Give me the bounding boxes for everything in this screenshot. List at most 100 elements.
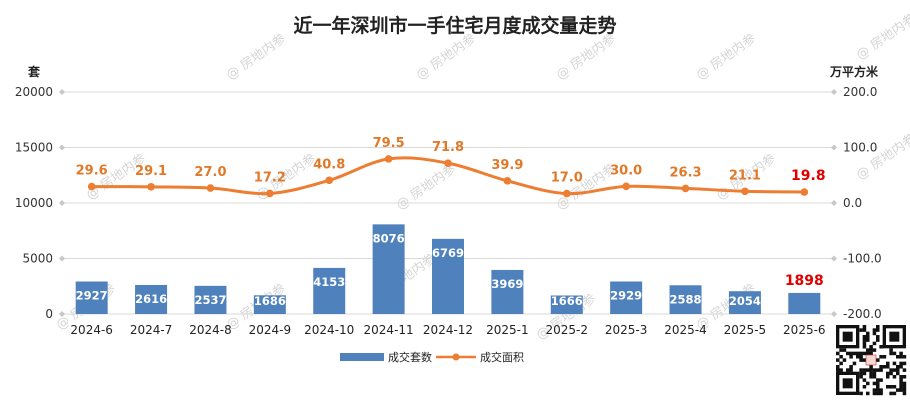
qr-module: [886, 365, 890, 369]
bar-data-label: 1686: [254, 294, 286, 308]
bar: [194, 285, 227, 314]
line-series: 29.6 29.1 27.0 17.2 40.8 79.5 71.8 39.9 17.0 30.0…: [76, 136, 826, 198]
qr-module: [886, 375, 890, 379]
line-data-label: 17.0: [551, 171, 583, 186]
qr-module: [902, 388, 907, 392]
line-data-label: 21.1: [729, 168, 761, 183]
qr-module: [876, 388, 880, 392]
qr-module: [876, 338, 880, 342]
qr-module: [866, 338, 870, 342]
qr-module: [842, 348, 847, 352]
qr-module: [862, 325, 867, 329]
line-point: [266, 189, 274, 198]
bar: [669, 285, 702, 314]
bar: [253, 295, 286, 314]
x-tick-label: 2025-2: [546, 323, 589, 337]
line-data-label: 27.0: [194, 165, 226, 180]
qr-module: [889, 371, 893, 376]
bar-data-label: 4153: [313, 275, 345, 289]
qr-module: [892, 391, 897, 396]
qr-module: [859, 358, 863, 362]
qr-module: [879, 365, 883, 369]
qr-module: [899, 351, 903, 356]
bar: [788, 292, 821, 314]
grid-diamond-left: [59, 89, 65, 95]
bar-data-label: 3969: [491, 277, 523, 291]
grid-diamond-left: [59, 255, 65, 262]
bar-data-label: 1666: [551, 294, 583, 308]
qr-module: [892, 385, 897, 389]
qr-module: [836, 358, 840, 362]
bar-data-label: 8076: [373, 231, 405, 245]
x-tick-label: 2024-8: [189, 323, 232, 337]
line-point: [741, 187, 749, 196]
line-data-label: 79.5: [373, 136, 405, 151]
watermark-text: @ 房地内参: [853, 11, 910, 64]
bar-data-label: 6769: [432, 246, 464, 260]
qr-module: [839, 368, 843, 372]
bar-data-label: 2054: [729, 294, 761, 308]
qr-module: [902, 391, 907, 396]
x-tick-label: 2025-3: [605, 323, 648, 337]
qr-module: [902, 385, 907, 389]
qr-module: [862, 378, 867, 382]
qr-module: [869, 371, 873, 376]
line-point: [325, 176, 334, 185]
right-tick-label: -200.0: [843, 307, 882, 321]
line-point: [503, 177, 512, 185]
qr-module: [839, 361, 843, 366]
qr-module: [869, 365, 873, 369]
watermark-text: @ 房地内参: [693, 31, 759, 84]
qr-module: [859, 375, 863, 379]
qr-module: [872, 368, 877, 372]
qr-module: [866, 348, 870, 352]
qr-module: [879, 388, 883, 392]
line-point: [384, 155, 393, 163]
qr-module: [902, 381, 907, 386]
qr-module: [876, 381, 880, 386]
qr-module: [866, 368, 870, 372]
grid-diamond-right: [831, 200, 837, 206]
bar-data-label: 1898: [785, 273, 824, 289]
qr-module: [902, 368, 907, 372]
left-tick-label: 5000: [22, 252, 53, 266]
qr-module: [872, 391, 877, 396]
x-tick-label: 2024-7: [130, 323, 173, 337]
qr-module: [862, 341, 867, 346]
qr-module: [876, 358, 880, 362]
qr-module: [859, 368, 863, 372]
qr-finder-core: [889, 331, 900, 342]
left-tick-label: 10000: [15, 196, 53, 210]
qr-module: [862, 371, 867, 376]
qr-module: [876, 335, 880, 339]
grid-lines: [59, 89, 837, 317]
grid-diamond-left: [59, 144, 65, 151]
qr-module: [866, 391, 870, 396]
bar: [610, 281, 643, 314]
qr-module: [879, 368, 883, 372]
qr-module: [849, 365, 853, 369]
x-tick-label: 2024-6: [70, 323, 113, 337]
qr-module: [892, 375, 897, 379]
qr-module: [846, 351, 850, 356]
bar: [372, 224, 405, 314]
qr-module: [876, 391, 880, 396]
qr-module: [896, 368, 900, 372]
line-point: [562, 189, 571, 198]
qr-module: [869, 368, 873, 372]
grid-diamond-left: [59, 200, 65, 206]
qr-module: [836, 351, 840, 356]
legend-line-marker: [452, 353, 460, 361]
qr-module: [902, 361, 907, 366]
qr-module: [902, 355, 907, 359]
qr-module: [872, 348, 877, 352]
qr-module: [882, 365, 887, 369]
bar: [432, 238, 464, 314]
legend: 成交套数 成交面积: [340, 350, 524, 364]
qr-module: [892, 361, 897, 366]
qr-module: [879, 355, 883, 359]
qr-module: [876, 328, 880, 332]
qr-module: [876, 378, 880, 382]
